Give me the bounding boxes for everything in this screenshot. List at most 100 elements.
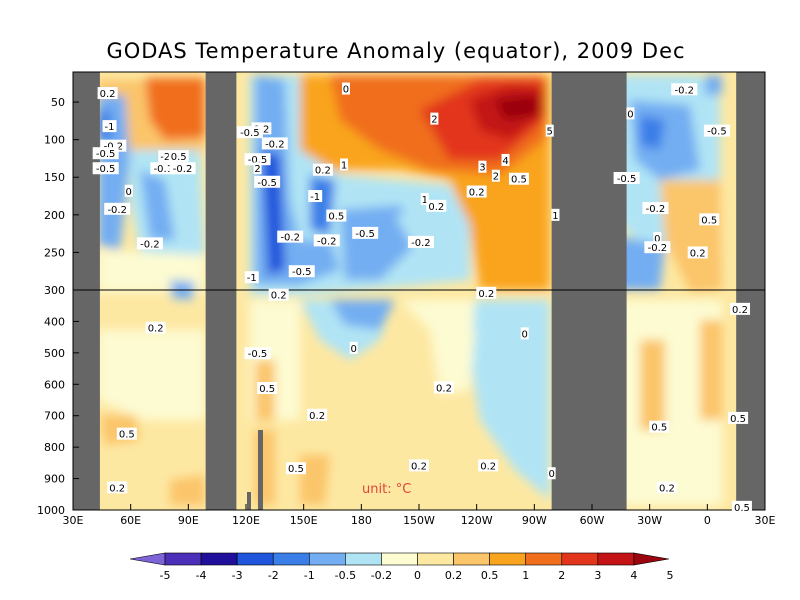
x-tick-label: 150W — [403, 514, 435, 527]
contour-label: 0.2 — [659, 483, 675, 494]
x-tick-label: 0 — [704, 514, 711, 527]
contour-label: -0.2 — [317, 236, 337, 247]
contour-label: 0.2 — [148, 324, 164, 335]
colorbar-label: 5 — [667, 569, 674, 582]
colorbar-label: 0.2 — [445, 569, 463, 582]
contour-label-bg — [285, 462, 306, 475]
contour-label: 2 — [254, 164, 260, 175]
x-tick-label: 30W — [637, 514, 662, 527]
y-tick-label: 1000 — [37, 504, 65, 517]
contour-label: -1 — [247, 273, 257, 284]
colorbar-label: -0.5 — [335, 569, 356, 582]
contour-label: -0.2 — [173, 164, 193, 175]
y-tick-label: 900 — [44, 473, 65, 486]
contour-label-bg — [551, 208, 560, 221]
contour-label-bg — [649, 420, 670, 433]
anomaly-field — [73, 72, 765, 510]
contour-label: 0 — [343, 85, 349, 96]
contour-label-bg — [116, 427, 137, 440]
colorbar-segment — [272, 552, 310, 566]
contour-label-bg — [409, 459, 429, 472]
contour-label: -1 — [105, 122, 115, 133]
contour-label-bg — [466, 185, 487, 198]
contour-label-bg — [244, 271, 259, 284]
contour-label-bg — [426, 199, 447, 212]
contour-label: 0.5 — [651, 423, 667, 434]
contour-label: 0.2 — [480, 461, 496, 472]
contour-label: 4 — [502, 156, 508, 167]
x-tick-label: 90W — [522, 514, 547, 527]
contour-label-bg — [136, 237, 163, 250]
x-tick-label: 60E — [120, 514, 141, 527]
contour-label: -0.5 — [96, 164, 116, 175]
colorbar-segment — [164, 552, 202, 566]
contour-label-bg — [430, 112, 439, 125]
colorbar-label: -5 — [160, 569, 171, 582]
colorbar-label: 4 — [630, 569, 637, 582]
contour-label: 0.2 — [436, 383, 452, 394]
contour-label-bg — [547, 467, 556, 480]
contour-label: 1 — [341, 160, 347, 171]
contour-label-bg — [104, 202, 131, 215]
chart-title: GODAS Temperature Anomaly (equator), 200… — [106, 39, 685, 63]
x-tick-label: 90E — [178, 514, 199, 527]
contour-label-bg — [308, 190, 323, 203]
contour-label-bg — [671, 83, 698, 96]
contour-label-bg — [257, 382, 278, 395]
colorbar-segment — [597, 552, 635, 566]
land-mask — [736, 72, 765, 510]
contour-label-bg — [476, 286, 497, 299]
contour-label: -0.2 — [280, 233, 300, 244]
contour-label-bg — [491, 169, 500, 182]
contour-label-bg — [656, 481, 677, 494]
contour-label-bg — [349, 341, 358, 354]
contour-label: -0.5 — [292, 267, 312, 278]
contour-label-bg — [728, 411, 749, 424]
contour-label: 0.5 — [288, 464, 304, 475]
contour-label: 2 — [493, 172, 499, 183]
contour-label-bg — [478, 160, 487, 173]
contour-label: 0 — [522, 329, 528, 340]
contour-label-bg — [244, 153, 271, 166]
contour-label-bg — [244, 347, 271, 360]
contour-label-bg — [520, 327, 529, 340]
colorbar-label: -2 — [268, 569, 279, 582]
contour-label: -0.1 — [154, 164, 174, 175]
colorbar-segment — [345, 552, 382, 566]
colorbar-segment — [561, 552, 599, 566]
colorbar-label: -0.2 — [371, 569, 392, 582]
y-tick-label: 800 — [44, 441, 65, 454]
contour-label-bg — [92, 162, 119, 175]
contour-label: 0.2 — [690, 248, 706, 259]
contour-label-bg — [730, 302, 751, 315]
x-tick-label: 30E — [755, 514, 776, 527]
colorbar: -5 -4 -3 -2 -1 -0.5 -0.2 0 0.2 0.5 1 2 3 4 5 — [129, 552, 674, 582]
y-tick-label: 100 — [44, 134, 65, 147]
land-spike — [247, 492, 251, 510]
contour-label-bg — [352, 226, 379, 239]
contour-label-bg — [613, 171, 640, 184]
contour-label-bg — [145, 321, 166, 334]
contour-label-bg — [407, 235, 434, 248]
contour-label-bg — [307, 408, 328, 421]
x-tick-label: 30E — [63, 514, 84, 527]
colorbar-segment — [633, 552, 669, 566]
contour-label-bg — [687, 246, 708, 259]
contour-label-bg — [313, 234, 340, 247]
land-mask — [73, 72, 100, 510]
contour-label: -0.5 — [240, 128, 260, 139]
colorbar-label: 0 — [414, 569, 421, 582]
contour-label-bg — [699, 213, 720, 226]
colorbar-segment — [129, 552, 166, 566]
contour-label: 0 — [350, 344, 356, 355]
contour-label: -0.2 — [646, 204, 666, 215]
colorbar-label: 3 — [594, 569, 601, 582]
contour-label-bg — [254, 175, 281, 188]
contour-label: -0.2 — [140, 239, 160, 250]
colorbar-segment — [200, 552, 238, 566]
contour-label: 0.5 — [119, 430, 135, 441]
colorbar-label: -3 — [232, 569, 243, 582]
colorbar-segment — [453, 552, 490, 566]
contour-label-bg — [340, 158, 349, 171]
